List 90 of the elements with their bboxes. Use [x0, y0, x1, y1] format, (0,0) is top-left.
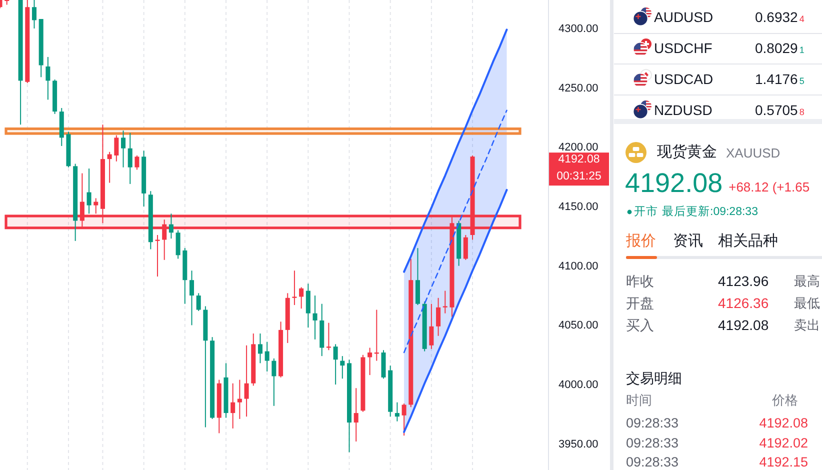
- text: 4192.08: [558, 154, 600, 166]
- candlestick: [107, 151, 112, 184]
- candlestick: [354, 388, 358, 442]
- candlestick: [292, 270, 297, 306]
- candlestick: [94, 198, 98, 214]
- text: 4192.08: [625, 168, 723, 198]
- text: 最后更新:09:28:33: [662, 204, 758, 218]
- text: 最高: [794, 274, 820, 288]
- candlestick: [176, 230, 180, 260]
- text: 0.8029: [755, 40, 798, 56]
- text: NZDUSD: [654, 102, 712, 118]
- text: 4192.15: [759, 454, 808, 470]
- y-tick-label: 4250.00: [558, 82, 598, 94]
- text: 资讯: [673, 232, 703, 250]
- text: 8: [799, 107, 804, 117]
- text: 时间: [626, 392, 652, 408]
- candlestick: [394, 402, 400, 422]
- y-tick-label: 4050.00: [558, 320, 598, 332]
- text: 买入: [626, 317, 654, 333]
- candlestick: [436, 297, 441, 336]
- candlestick: [196, 292, 201, 312]
- candlestick: [237, 379, 242, 420]
- text: 最低: [794, 296, 820, 310]
- candlestick: [189, 270, 194, 326]
- candlestick: [326, 322, 331, 351]
- candlestick: [258, 333, 262, 364]
- text: 1.4176: [755, 71, 798, 87]
- y-tick-label: 4300.00: [558, 23, 598, 36]
- text: 00:31:25: [556, 170, 602, 183]
- y-tick-label: 3950.00: [558, 438, 598, 450]
- candlestick: [340, 356, 345, 380]
- candlestick: [162, 219, 167, 260]
- candlestick: [86, 168, 92, 214]
- text: 4126.36: [718, 295, 769, 311]
- candlestick: [299, 286, 304, 310]
- text: 交易明细: [626, 370, 682, 386]
- candlestick: [463, 234, 468, 260]
- text: 4192.08: [718, 317, 769, 333]
- text: 价格: [771, 392, 798, 408]
- text: 09:28:33: [626, 436, 679, 450]
- y-tick-label: 4150.00: [558, 201, 598, 214]
- y-tick-label: 4000.00: [558, 379, 598, 392]
- candlestick: [442, 290, 448, 314]
- candlestick: [368, 347, 372, 376]
- candlestick: [402, 403, 406, 436]
- candlestick: [168, 213, 174, 240]
- candlestick: [333, 344, 338, 386]
- candlestick: [264, 341, 270, 372]
- candlestick: [134, 154, 140, 170]
- y-tick-label: 4200.00: [558, 142, 598, 154]
- line-series: [403, 110, 508, 354]
- text: 开盘: [626, 295, 654, 311]
- candlestick: [312, 295, 318, 340]
- candlestick: [80, 172, 84, 228]
- text: 09:28:33: [626, 416, 679, 430]
- candlestick: [114, 134, 119, 162]
- candlestick: [244, 344, 249, 418]
- candlestick: [121, 130, 126, 168]
- text: 开市: [634, 204, 658, 218]
- text: 4192.08: [759, 416, 808, 430]
- text: AUDUSD: [654, 9, 714, 25]
- text: 相关品种: [718, 232, 778, 250]
- text: 4: [799, 14, 804, 24]
- text: 09:28:33: [626, 454, 679, 470]
- candlestick: [46, 56, 50, 100]
- text: USDCHF: [654, 40, 712, 56]
- candlestick: [429, 303, 434, 350]
- candlestick: [415, 248, 420, 306]
- candlestick: [306, 283, 310, 328]
- text: 5: [799, 76, 804, 86]
- text: 昨收: [626, 273, 654, 289]
- text: 0.5705: [755, 102, 798, 118]
- y-tick-label: 4100.00: [558, 260, 598, 272]
- candlestick: [128, 132, 132, 184]
- candlestick: [272, 358, 276, 406]
- text: 报价: [625, 232, 656, 250]
- candlestick: [32, 0, 36, 29]
- text: 4192.02: [759, 436, 808, 450]
- text: +68.12 (+1.65: [728, 180, 810, 194]
- text: 0.6932: [755, 9, 798, 25]
- candlestick: [230, 382, 236, 429]
- text: USDCAD: [654, 71, 714, 87]
- text: XAUUSD: [726, 146, 780, 160]
- line-series: [403, 188, 508, 434]
- line-series: [403, 28, 508, 273]
- candlestick: [155, 234, 160, 278]
- text: 卖出: [794, 318, 820, 332]
- text: 现货黄金: [657, 144, 717, 160]
- text: 4123.96: [718, 273, 769, 289]
- text: 1: [799, 45, 804, 55]
